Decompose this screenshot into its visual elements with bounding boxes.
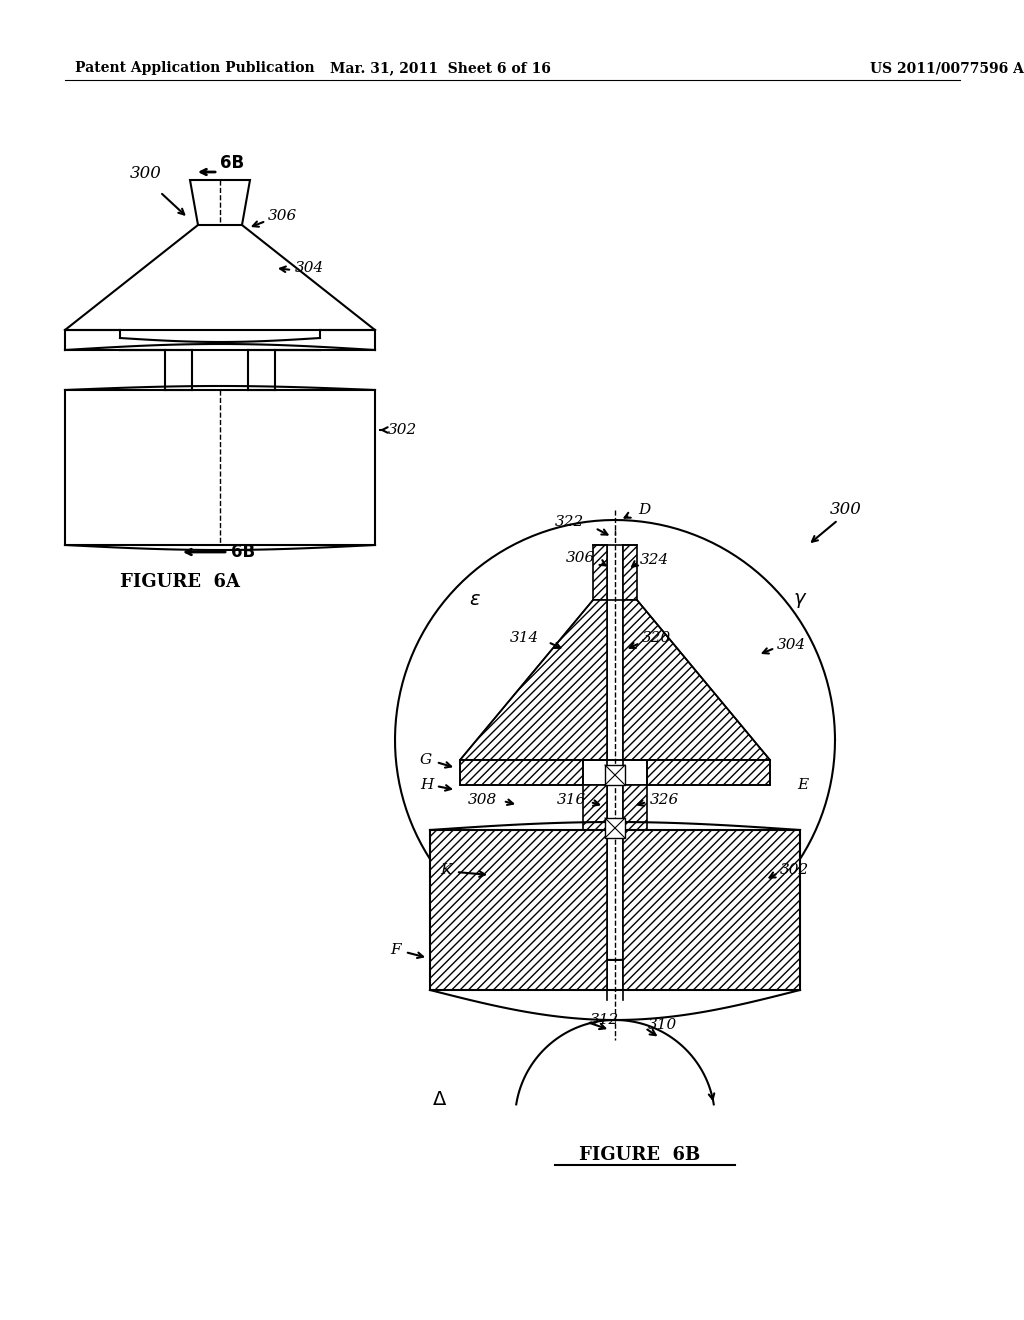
Polygon shape [605,818,625,838]
Text: 326: 326 [650,793,679,807]
Text: $\varepsilon$: $\varepsilon$ [469,591,481,609]
Polygon shape [605,766,625,785]
Text: $\gamma$: $\gamma$ [793,590,807,610]
Polygon shape [623,830,800,990]
Polygon shape [583,785,607,830]
Text: Mar. 31, 2011  Sheet 6 of 16: Mar. 31, 2011 Sheet 6 of 16 [330,61,551,75]
Text: G: G [420,752,432,767]
Text: 300: 300 [830,502,862,519]
Text: 300: 300 [130,165,162,181]
Text: 310: 310 [648,1018,677,1032]
Text: 6B: 6B [231,543,255,561]
Text: 316: 316 [557,793,587,807]
Polygon shape [460,601,607,760]
Text: 304: 304 [295,261,325,275]
Text: 312: 312 [590,1012,620,1027]
Text: D: D [638,503,650,517]
Text: 6B: 6B [220,154,244,172]
Text: 306: 306 [268,209,297,223]
Polygon shape [647,760,770,785]
Text: 308: 308 [468,793,498,807]
Text: 302: 302 [780,863,809,876]
Text: E: E [797,777,808,792]
Text: 320: 320 [642,631,672,645]
Text: US 2011/0077596 A1: US 2011/0077596 A1 [870,61,1024,75]
Text: FIGURE  6A: FIGURE 6A [120,573,240,591]
Text: 306: 306 [566,550,595,565]
Text: K: K [440,863,452,876]
Text: 314: 314 [510,631,540,645]
Text: 302: 302 [388,422,417,437]
Polygon shape [460,760,583,785]
Polygon shape [430,830,607,990]
Polygon shape [593,545,607,601]
Polygon shape [623,601,770,760]
Text: $\Delta$: $\Delta$ [432,1092,447,1109]
Text: 324: 324 [640,553,670,568]
Polygon shape [623,545,637,601]
Text: H: H [420,777,433,792]
Text: F: F [390,942,400,957]
Text: FIGURE  6B: FIGURE 6B [580,1146,700,1164]
Text: Patent Application Publication: Patent Application Publication [75,61,314,75]
Text: 304: 304 [777,638,806,652]
Text: 322: 322 [555,515,585,529]
Polygon shape [623,785,647,830]
